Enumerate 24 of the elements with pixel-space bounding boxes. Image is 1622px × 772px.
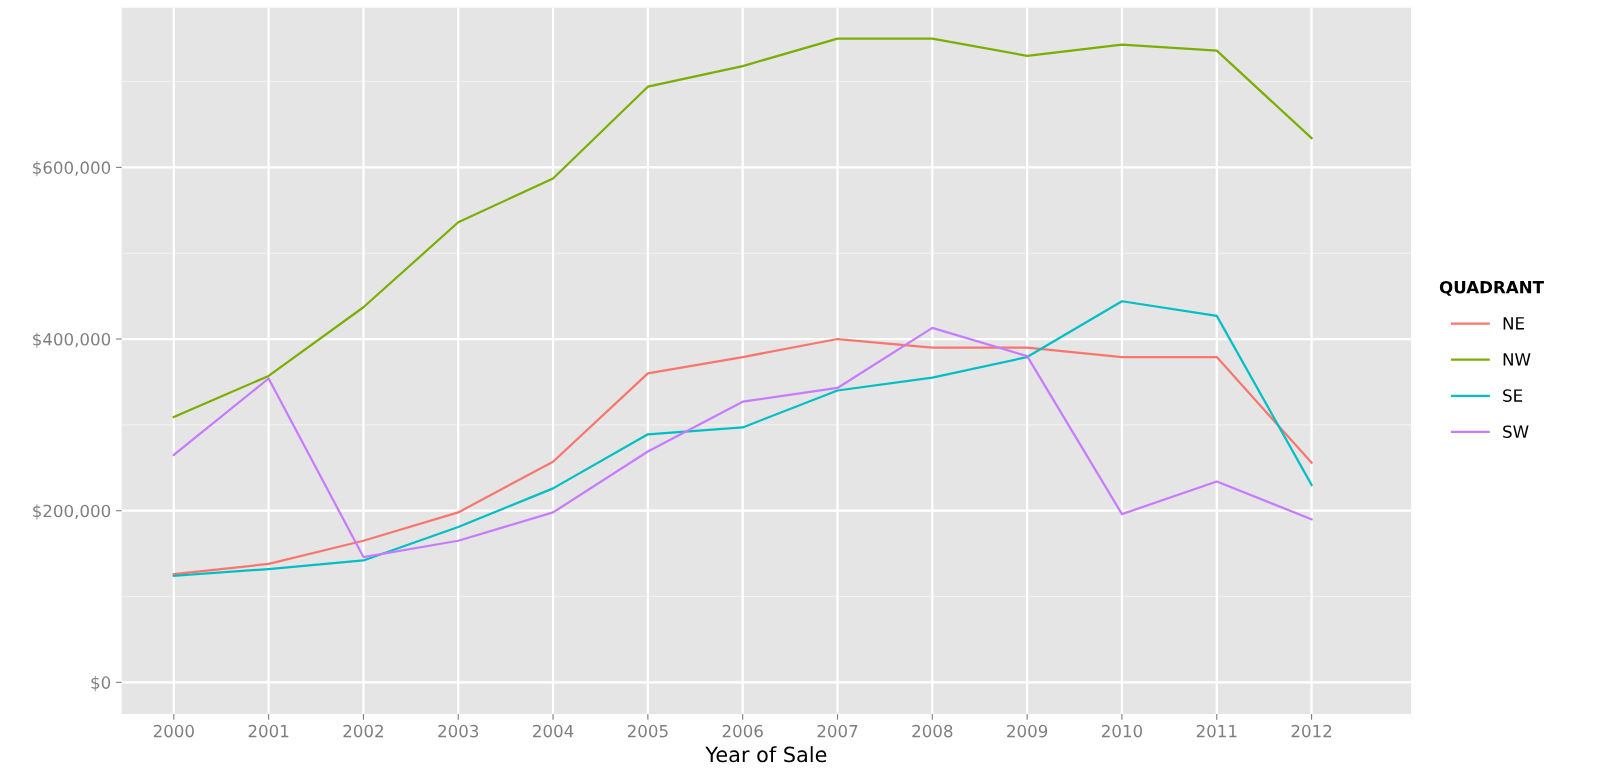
x-tick-label: 2006	[722, 724, 763, 738]
y-tick-label: $400,000	[33, 332, 111, 348]
line-series	[172, 37, 1313, 419]
y-tick-label: $600,000	[33, 161, 111, 177]
legend-label: SW	[1503, 425, 1529, 439]
x-tick-label: 2005	[627, 724, 668, 738]
legend-label: NW	[1503, 353, 1531, 366]
x-axis-title: Year of Sale	[705, 746, 827, 763]
x-tick-label: 2007	[817, 724, 858, 738]
x-tick-label: 2009	[1007, 724, 1048, 738]
x-tick-label: 2004	[533, 724, 574, 738]
y-tick-label: $0	[91, 676, 111, 692]
x-tick-label: 2001	[248, 724, 289, 738]
x-tick-label: 2000	[153, 724, 194, 738]
x-tick-label: 2010	[1101, 724, 1143, 738]
x-tick-label: 2012	[1291, 724, 1332, 738]
x-tick-label: 2011	[1196, 724, 1237, 738]
x-tick-label: 2002	[343, 724, 383, 738]
y-tick-label: $200,000	[33, 504, 111, 520]
legend-label: NE	[1503, 317, 1524, 330]
legend-label: SE	[1503, 389, 1523, 402]
x-tick-label: 2008	[912, 724, 953, 738]
x-tick-label: 2003	[438, 724, 479, 738]
legend-title: QUADRANT	[1439, 280, 1544, 296]
